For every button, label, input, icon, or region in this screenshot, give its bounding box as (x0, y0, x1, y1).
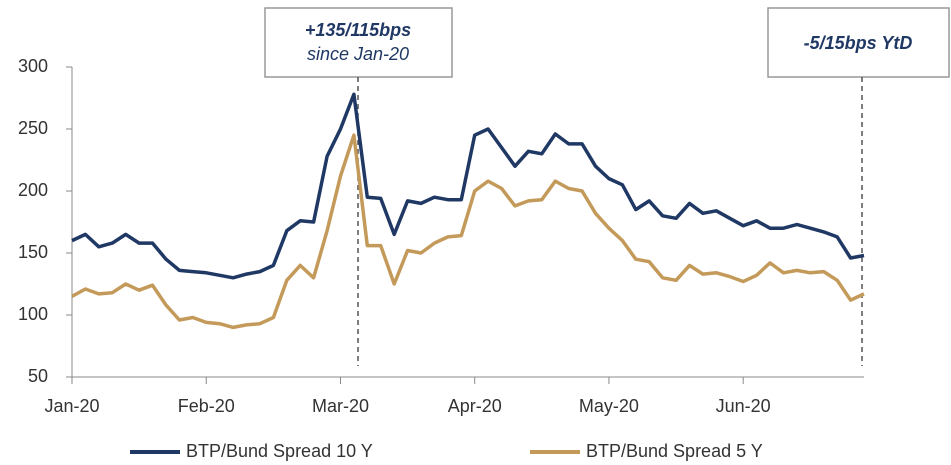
y-tick-label: 200 (18, 180, 48, 200)
x-tick-label: Mar-20 (312, 396, 369, 416)
annotation: +135/115bps (305, 20, 411, 40)
y-tick-label: 100 (18, 304, 48, 324)
x-tick-label: May-20 (579, 396, 639, 416)
series-line (71, 133, 865, 330)
annotation-box (264, 7, 453, 78)
y-tick-label: 250 (18, 118, 48, 138)
annotation: -5/15bps YtD (804, 33, 913, 53)
y-tick-label: 300 (18, 56, 48, 76)
y-tick-label: 150 (18, 242, 48, 262)
x-tick-label: Jun-20 (716, 396, 771, 416)
x-tick-label: Feb-20 (178, 396, 235, 416)
legend-label: BTP/Bund Spread 10 Y (186, 441, 373, 461)
legend-label: BTP/Bund Spread 5 Y (586, 441, 763, 461)
x-tick-label: Apr-20 (448, 396, 502, 416)
series-line (71, 92, 865, 280)
y-tick-label: 50 (28, 366, 48, 386)
annotation: since Jan-20 (307, 44, 409, 64)
annotation-box (767, 7, 950, 78)
x-tick-label: Jan-20 (44, 396, 99, 416)
